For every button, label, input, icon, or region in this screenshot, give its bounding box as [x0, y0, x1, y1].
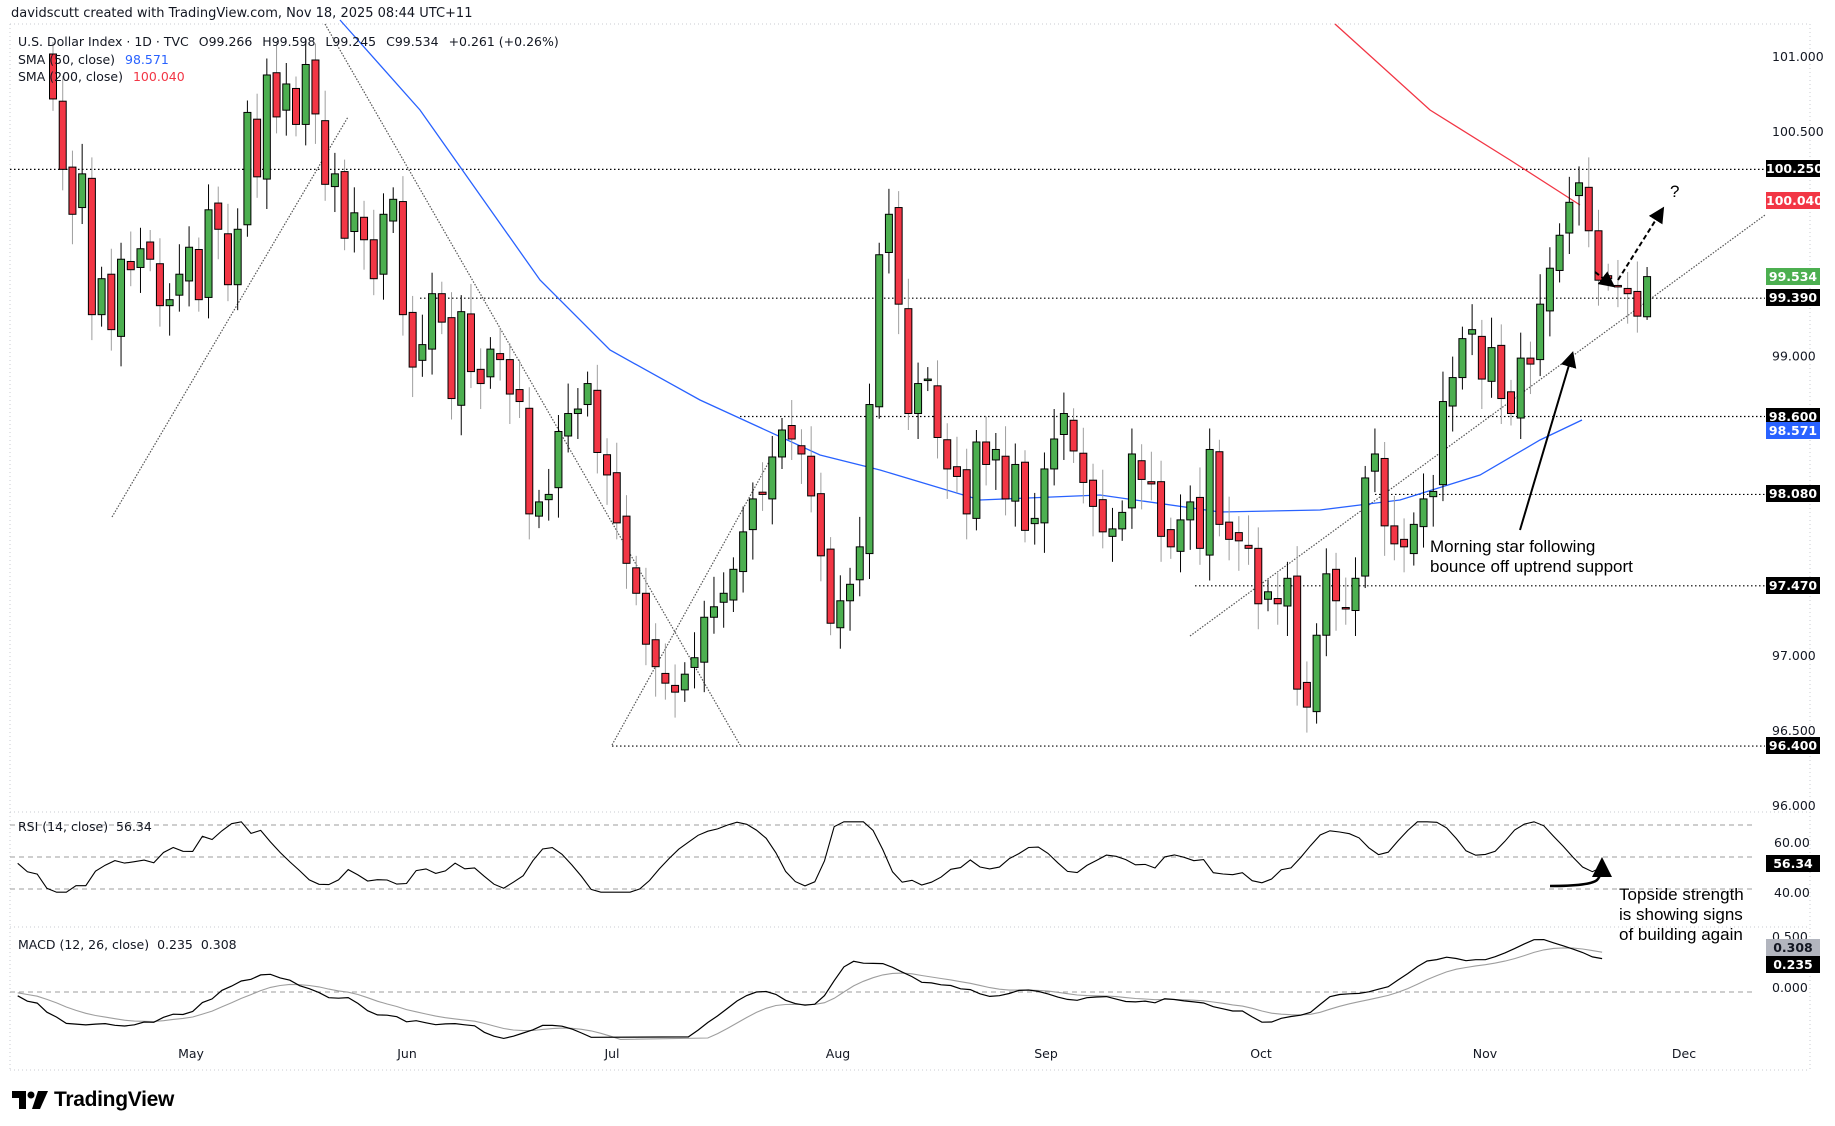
price-tag-98-571: 98.571	[1766, 421, 1820, 439]
change-value: +0.261 (+0.26%)	[448, 34, 559, 49]
macd-value: 0.235	[157, 937, 193, 952]
sma50-legend[interactable]: SMA (50, close) 98.571	[18, 51, 565, 69]
grid-lines	[9, 23, 1811, 1071]
price-tag-98-600: 98.600	[1766, 407, 1820, 425]
price-tag-100-040: 100.040	[1766, 191, 1823, 209]
price-tag-97-470: 97.470	[1766, 576, 1820, 594]
month-aug: Aug	[825, 1046, 851, 1061]
price-tag-99-534: 99.534	[1766, 267, 1820, 285]
svg-text:99.000: 99.000	[1772, 349, 1816, 364]
morning-star-annotation: Morning star following bounce off uptren…	[1430, 537, 1633, 576]
trend-lines	[111, 23, 1766, 746]
open-value: O99.266	[198, 34, 253, 49]
month-may: May	[178, 1046, 204, 1061]
price-axis-ticks: 101.000 100.500 99.000 97.000 96.500 96.000 60…	[1772, 49, 1824, 995]
macd-label: MACD (12, 26, close)	[18, 937, 150, 952]
month-oct: Oct	[1250, 1046, 1272, 1061]
close-value: C99.534	[386, 34, 439, 49]
month-jul: Jul	[604, 1046, 620, 1061]
month-jun: Jun	[397, 1046, 417, 1061]
indicator-tag: 56.34	[1766, 855, 1820, 872]
tradingview-logo-icon	[12, 1091, 48, 1109]
rsi-label: RSI (14, close)	[18, 819, 109, 834]
macd-pane	[10, 938, 1755, 1040]
svg-text:40.00: 40.00	[1774, 885, 1810, 900]
month-dec: Dec	[1671, 1046, 1697, 1061]
sma200-legend[interactable]: SMA (200, close) 100.040	[18, 68, 565, 86]
high-value: H99.598	[262, 34, 316, 49]
question-mark-annotation: ?	[1670, 182, 1680, 201]
svg-text:101.000: 101.000	[1772, 49, 1824, 64]
sma200-value: 100.040	[132, 69, 185, 84]
sma50-value: 98.571	[125, 51, 169, 67]
symbol-label[interactable]: U.S. Dollar Index · 1D · TVC	[18, 34, 189, 49]
candlestick-series	[49, 39, 1652, 733]
indicator-tag: 0.235	[1766, 956, 1820, 973]
low-value: L99.245	[325, 34, 377, 49]
price-tag-99-390: 99.390	[1766, 289, 1820, 307]
horizontal-levels	[10, 168, 1765, 747]
svg-text:97.000: 97.000	[1772, 648, 1816, 663]
sma50-label: SMA (50, close)	[18, 51, 116, 67]
month-nov: Nov	[1472, 1046, 1498, 1061]
svg-text:0.000: 0.000	[1772, 980, 1808, 995]
rsi-legend[interactable]: RSI (14, close) 56.34	[18, 819, 152, 834]
topside-strength-annotation: Topside strength is showing signs of bui…	[1619, 885, 1744, 944]
rsi-pane	[10, 821, 1755, 893]
month-sep: Sep	[1034, 1046, 1058, 1061]
tradingview-logo-text: TradingView	[54, 1088, 175, 1111]
price-tag-96-400: 96.400	[1766, 737, 1820, 755]
svg-text:96.500: 96.500	[1772, 723, 1816, 738]
indicator-tag: 0.308	[1766, 939, 1820, 956]
svg-text:100.500: 100.500	[1772, 124, 1824, 139]
svg-text:96.000: 96.000	[1772, 798, 1816, 813]
macd-legend[interactable]: MACD (12, 26, close) 0.235 0.308	[18, 937, 237, 952]
symbol-ohlc-row[interactable]: U.S. Dollar Index · 1D · TVC O99.266 H99…	[18, 33, 565, 51]
chart-credit: davidscutt created with TradingView.com,…	[11, 6, 473, 21]
main-legend: U.S. Dollar Index · 1D · TVC O99.266 H99…	[18, 33, 565, 86]
svg-text:60.00: 60.00	[1774, 835, 1810, 850]
price-tag-100-250: 100.250	[1766, 160, 1823, 178]
tradingview-logo[interactable]: TradingView	[12, 1088, 174, 1112]
price-tag-98-080: 98.080	[1766, 485, 1820, 503]
rsi-value: 56.34	[116, 819, 152, 834]
sma200-label: SMA (200, close)	[18, 69, 123, 84]
annotation-arrows	[1519, 206, 1665, 888]
macd-signal-value: 0.308	[200, 937, 237, 952]
